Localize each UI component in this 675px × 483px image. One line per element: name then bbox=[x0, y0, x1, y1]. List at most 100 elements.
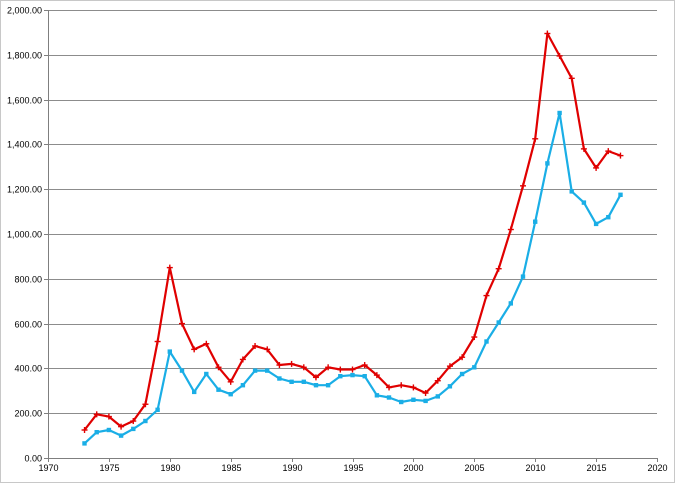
data-point bbox=[178, 320, 185, 327]
data-point bbox=[545, 161, 550, 166]
data-point bbox=[118, 423, 125, 430]
data-point bbox=[105, 413, 112, 420]
data-point bbox=[240, 383, 246, 388]
data-point bbox=[520, 182, 527, 189]
data-point bbox=[447, 384, 453, 389]
y-axis-tick-labels: 0.00 200.00 400.00 600.00 800.00 1,000.00 1,20… bbox=[7, 6, 42, 464]
y-tick-label: 200.00 bbox=[14, 409, 42, 419]
data-point bbox=[227, 378, 234, 385]
data-series bbox=[81, 30, 624, 446]
data-point bbox=[300, 364, 307, 371]
data-point bbox=[325, 364, 332, 371]
data-point bbox=[411, 397, 416, 402]
data-point bbox=[423, 398, 428, 404]
data-point bbox=[106, 427, 112, 433]
data-point bbox=[568, 75, 575, 82]
data-point bbox=[166, 264, 173, 271]
data-point bbox=[446, 363, 453, 370]
data-point bbox=[215, 364, 222, 371]
data-point bbox=[472, 365, 477, 370]
data-point bbox=[154, 338, 161, 345]
x-tick-label: 2005 bbox=[464, 463, 484, 473]
series-1 bbox=[81, 30, 624, 433]
data-point bbox=[556, 52, 563, 59]
data-point bbox=[264, 346, 271, 353]
data-point bbox=[142, 401, 149, 408]
data-point bbox=[593, 221, 599, 227]
data-point bbox=[398, 382, 405, 389]
data-point bbox=[276, 362, 283, 369]
y-tick-label: 1,200.00 bbox=[7, 185, 42, 195]
gridlines bbox=[48, 10, 657, 414]
data-point bbox=[265, 368, 270, 373]
x-tick-label: 2000 bbox=[403, 463, 423, 473]
y-tick-label: 1,000.00 bbox=[7, 230, 42, 240]
data-point bbox=[204, 371, 209, 377]
x-tick-label: 1970 bbox=[38, 463, 58, 473]
data-point bbox=[130, 418, 137, 425]
data-point bbox=[410, 384, 417, 391]
data-point bbox=[167, 349, 172, 354]
data-point bbox=[386, 384, 393, 391]
data-point bbox=[484, 339, 489, 344]
x-tick-label: 1980 bbox=[160, 463, 180, 473]
data-point bbox=[618, 192, 623, 197]
y-tick-label: 1,800.00 bbox=[7, 51, 42, 61]
data-point bbox=[374, 393, 380, 398]
data-point bbox=[301, 379, 306, 384]
data-point bbox=[179, 368, 185, 373]
data-point bbox=[143, 418, 148, 424]
x-tick-label: 1990 bbox=[282, 463, 302, 473]
x-tick-label: 2010 bbox=[525, 463, 545, 473]
data-point bbox=[349, 366, 356, 373]
data-point bbox=[361, 362, 368, 369]
data-point bbox=[338, 374, 343, 379]
data-point bbox=[606, 215, 611, 220]
data-point bbox=[373, 372, 380, 379]
axes bbox=[44, 10, 658, 462]
y-tick-label: 400.00 bbox=[14, 364, 42, 374]
y-tick-label: 800.00 bbox=[14, 275, 42, 285]
data-point bbox=[580, 145, 587, 152]
data-point bbox=[508, 301, 513, 306]
data-point bbox=[81, 427, 88, 433]
data-point bbox=[277, 376, 282, 381]
data-point bbox=[471, 334, 478, 341]
data-point bbox=[386, 395, 392, 400]
data-point bbox=[312, 374, 319, 381]
data-point bbox=[337, 366, 344, 373]
data-point bbox=[483, 292, 490, 299]
data-point bbox=[288, 360, 295, 367]
y-tick-label: 0.00 bbox=[24, 454, 42, 464]
data-point bbox=[131, 426, 136, 432]
x-tick-label: 1995 bbox=[343, 463, 363, 473]
series-line bbox=[83, 111, 622, 445]
data-point bbox=[362, 374, 367, 379]
data-point bbox=[520, 274, 526, 279]
data-point bbox=[496, 320, 501, 325]
data-point bbox=[557, 110, 562, 116]
data-point bbox=[532, 135, 539, 142]
data-point bbox=[94, 430, 99, 435]
y-tick-label: 2,000.00 bbox=[7, 6, 42, 16]
data-point bbox=[325, 383, 331, 388]
data-point bbox=[191, 346, 198, 353]
data-point bbox=[459, 371, 465, 377]
data-point bbox=[507, 226, 514, 233]
data-point bbox=[350, 372, 355, 378]
data-point bbox=[252, 368, 258, 373]
data-point bbox=[422, 390, 429, 397]
data-point bbox=[459, 354, 466, 361]
data-point bbox=[593, 164, 600, 171]
data-point bbox=[313, 383, 319, 388]
data-point bbox=[495, 265, 502, 272]
data-point bbox=[228, 392, 233, 397]
data-point bbox=[533, 219, 538, 224]
data-point bbox=[216, 387, 221, 392]
data-point bbox=[155, 407, 160, 412]
y-tick-label: 1,400.00 bbox=[7, 140, 42, 150]
data-point bbox=[605, 148, 612, 155]
data-point bbox=[399, 399, 404, 405]
